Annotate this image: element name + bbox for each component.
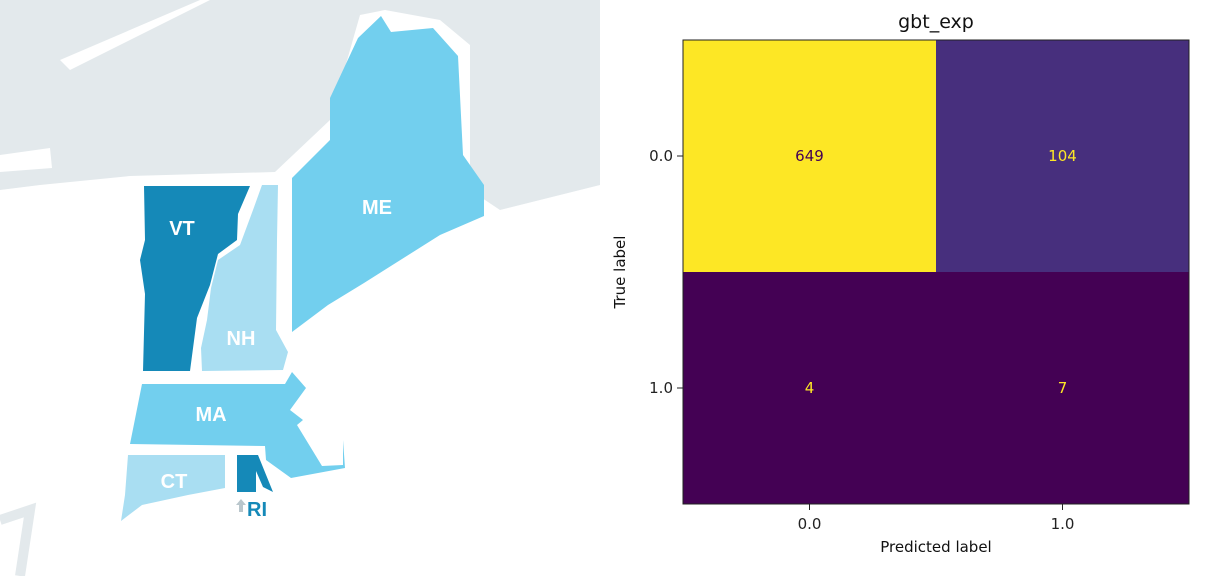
state-ct [121,455,225,521]
state-label-ma: MA [195,404,226,426]
confusion-matrix-panel: 649 104 4 7 0.0 1.0 0.0 1.0 gbt_exp Predicted … [600,0,1208,576]
state-nh [201,185,288,371]
northern-land [60,0,210,70]
coast-line-lower [0,502,37,577]
state-ri [237,455,273,492]
state-ma [130,372,345,478]
state-label-me: ME [362,197,392,219]
state-me [292,16,484,332]
y-tick-label: 1.0 [649,379,673,397]
matrix-cells: 649 104 4 7 [683,40,1189,504]
map-svg: VT NH ME MA CT RI [0,0,600,577]
chart-title: gbt_exp [898,11,974,33]
axis-ticks: 0.0 1.0 0.0 1.0 [649,147,1074,533]
x-axis-label: Predicted label [880,538,991,556]
matrix-cell-1-0 [683,272,936,504]
coast-line [0,427,232,535]
state-vt [140,186,250,371]
cell-value-1-1: 7 [1058,379,1068,397]
cell-value-0-0: 649 [795,147,824,165]
x-tick-label: 1.0 [1051,515,1075,533]
y-tick-label: 0.0 [649,147,673,165]
ri-arrow-icon [236,499,246,512]
state-label-vt: VT [169,218,195,240]
x-tick-label: 0.0 [798,515,822,533]
state-label-nh: NH [227,328,256,350]
cell-value-0-1: 104 [1048,147,1077,165]
y-axis-label: True label [611,236,629,310]
confusion-matrix-svg: 649 104 4 7 0.0 1.0 0.0 1.0 gbt_exp Predicted … [611,11,1190,556]
coast-strip [0,148,52,172]
state-label-ri: RI [247,499,267,521]
matrix-cell-1-1 [936,272,1189,504]
matrix-cell-0-0 [683,40,936,272]
plot-frame [682,39,1190,505]
state-label-ct: CT [161,471,188,493]
new-england-map: VT NH ME MA CT RI [0,0,600,577]
cell-value-1-0: 4 [805,379,815,397]
matrix-cell-0-1 [936,40,1189,272]
